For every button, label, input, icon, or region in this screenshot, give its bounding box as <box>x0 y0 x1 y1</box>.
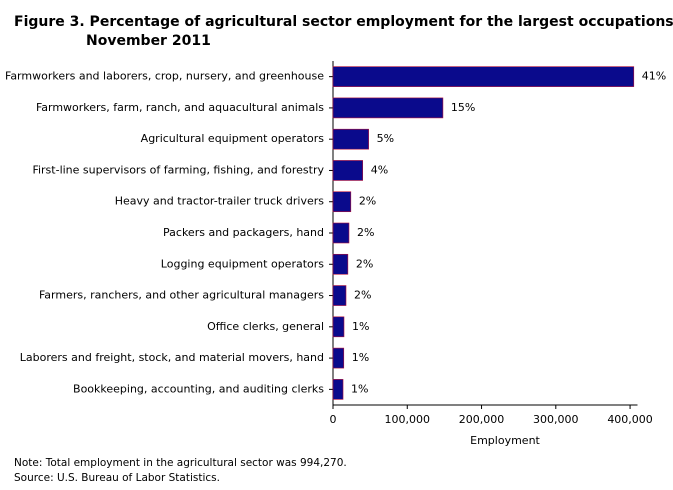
y-tick-label: Farmworkers and laborers, crop, nursery,… <box>5 70 324 83</box>
x-tick-label: 400,000 <box>607 413 653 426</box>
bar <box>332 379 344 400</box>
bar <box>332 191 352 213</box>
value-label: 4% <box>371 163 388 176</box>
bar <box>332 253 349 275</box>
value-label: 41% <box>642 70 666 83</box>
bar <box>332 66 635 87</box>
y-tick-label: Farmers, ranchers, and other agricultura… <box>39 289 324 302</box>
value-label: 2% <box>356 257 373 270</box>
value-label: 1% <box>351 382 368 395</box>
bar <box>332 316 345 338</box>
y-tick-label: Bookkeeping, accounting, and auditing cl… <box>73 382 324 395</box>
value-label: 15% <box>451 101 475 114</box>
y-tick-label: Logging equipment operators <box>161 257 324 270</box>
y-tick-label: Laborers and freight, stock, and materia… <box>20 351 324 364</box>
bar <box>332 160 364 181</box>
y-tick-label: First-line supervisors of farming, fishi… <box>32 163 324 176</box>
value-label: 2% <box>357 226 374 239</box>
x-tick-label: 200,000 <box>459 413 505 426</box>
value-label: 2% <box>359 195 376 208</box>
bar <box>332 347 345 369</box>
y-tick-label: Office clerks, general <box>207 320 324 333</box>
value-label: 2% <box>354 289 371 302</box>
y-tick-label: Agricultural equipment operators <box>141 132 325 145</box>
value-label: 5% <box>377 132 394 145</box>
note: Source: U.S. Bureau of Labor Statistics. <box>14 472 220 484</box>
chart-title: November 2011 <box>86 33 211 49</box>
y-tick-label: Packers and packagers, hand <box>163 226 324 239</box>
y-tick-label: Heavy and tractor-trailer truck drivers <box>115 195 325 208</box>
bar <box>332 128 369 150</box>
note: Note: Total employment in the agricultur… <box>14 457 347 469</box>
chart-title: Figure 3. Percentage of agricultural sec… <box>14 14 673 30</box>
bar <box>332 97 444 119</box>
x-tick-label: 100,000 <box>385 413 431 426</box>
x-axis-label: Employment <box>470 434 540 447</box>
y-tick-label: Farmworkers, farm, ranch, and aquacultur… <box>36 101 324 114</box>
bar <box>332 285 347 306</box>
value-label: 1% <box>352 320 369 333</box>
x-tick-label: 300,000 <box>533 413 579 426</box>
bar <box>332 222 350 244</box>
value-label: 1% <box>352 351 369 364</box>
x-tick-label: 0 <box>330 413 337 426</box>
